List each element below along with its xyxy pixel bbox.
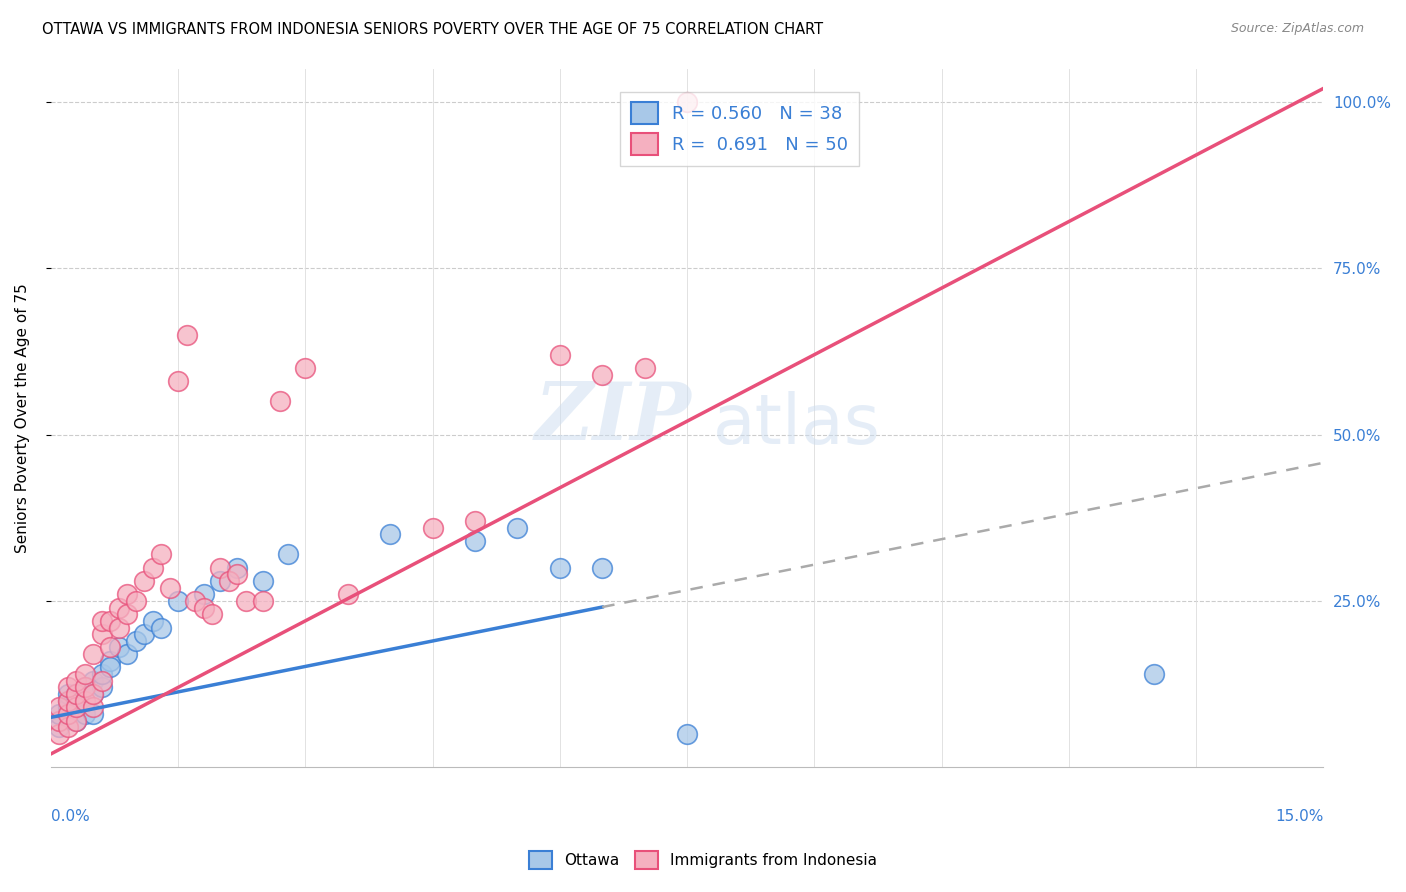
Legend: Ottawa, Immigrants from Indonesia: Ottawa, Immigrants from Indonesia bbox=[523, 845, 883, 875]
Point bbox=[226, 560, 249, 574]
Point bbox=[176, 327, 198, 342]
Point bbox=[56, 694, 79, 708]
Point bbox=[73, 681, 96, 695]
Point bbox=[65, 714, 87, 728]
Point bbox=[56, 681, 79, 695]
Point bbox=[73, 667, 96, 681]
Text: ZIP: ZIP bbox=[534, 379, 692, 457]
Point bbox=[548, 348, 571, 362]
Point bbox=[82, 687, 104, 701]
Text: atlas: atlas bbox=[713, 392, 880, 458]
Point bbox=[193, 600, 215, 615]
Point bbox=[167, 374, 190, 388]
Text: 15.0%: 15.0% bbox=[1275, 809, 1323, 824]
Point bbox=[235, 594, 257, 608]
Point bbox=[98, 654, 121, 668]
Point bbox=[115, 607, 138, 622]
Point bbox=[90, 667, 112, 681]
Point bbox=[378, 527, 401, 541]
Point bbox=[193, 587, 215, 601]
Point bbox=[82, 687, 104, 701]
Point bbox=[73, 706, 96, 721]
Point bbox=[184, 594, 207, 608]
Point bbox=[56, 687, 79, 701]
Point bbox=[90, 673, 112, 688]
Point bbox=[676, 727, 699, 741]
Point bbox=[167, 594, 190, 608]
Point bbox=[124, 633, 146, 648]
Point bbox=[65, 673, 87, 688]
Point bbox=[90, 681, 112, 695]
Point bbox=[107, 620, 129, 634]
Point bbox=[65, 687, 87, 701]
Point bbox=[65, 700, 87, 714]
Point bbox=[82, 673, 104, 688]
Text: Source: ZipAtlas.com: Source: ZipAtlas.com bbox=[1230, 22, 1364, 36]
Point bbox=[98, 614, 121, 628]
Point bbox=[56, 694, 79, 708]
Point bbox=[65, 714, 87, 728]
Point bbox=[124, 594, 146, 608]
Point bbox=[115, 587, 138, 601]
Point bbox=[48, 700, 70, 714]
Point bbox=[134, 627, 156, 641]
Point bbox=[65, 687, 87, 701]
Point bbox=[277, 547, 299, 561]
Point bbox=[269, 394, 291, 409]
Text: OTTAWA VS IMMIGRANTS FROM INDONESIA SENIORS POVERTY OVER THE AGE OF 75 CORRELATI: OTTAWA VS IMMIGRANTS FROM INDONESIA SENI… bbox=[42, 22, 824, 37]
Point bbox=[201, 607, 224, 622]
Point bbox=[336, 587, 359, 601]
Point bbox=[1142, 667, 1164, 681]
Point bbox=[73, 694, 96, 708]
Point bbox=[82, 647, 104, 661]
Point bbox=[591, 560, 613, 574]
Point bbox=[115, 647, 138, 661]
Point bbox=[73, 694, 96, 708]
Point bbox=[226, 567, 249, 582]
Point bbox=[159, 581, 181, 595]
Point bbox=[82, 700, 104, 714]
Point bbox=[65, 700, 87, 714]
Point bbox=[98, 660, 121, 674]
Point bbox=[209, 574, 232, 588]
Point bbox=[56, 700, 79, 714]
Point bbox=[65, 694, 87, 708]
Point bbox=[48, 714, 70, 728]
Point bbox=[150, 620, 173, 634]
Point bbox=[506, 521, 529, 535]
Point bbox=[209, 560, 232, 574]
Legend: R = 0.560   N = 38, R =  0.691   N = 50: R = 0.560 N = 38, R = 0.691 N = 50 bbox=[620, 92, 859, 166]
Point bbox=[82, 706, 104, 721]
Point bbox=[56, 706, 79, 721]
Point bbox=[48, 720, 70, 734]
Point bbox=[134, 574, 156, 588]
Point bbox=[73, 681, 96, 695]
Point bbox=[591, 368, 613, 382]
Point bbox=[107, 600, 129, 615]
Point bbox=[142, 560, 165, 574]
Point bbox=[56, 720, 79, 734]
Point bbox=[252, 574, 274, 588]
Point bbox=[98, 640, 121, 655]
Point bbox=[107, 640, 129, 655]
Point bbox=[464, 534, 486, 549]
Point bbox=[422, 521, 444, 535]
Point bbox=[548, 560, 571, 574]
Point bbox=[90, 627, 112, 641]
Point bbox=[676, 95, 699, 109]
Text: 0.0%: 0.0% bbox=[51, 809, 90, 824]
Point bbox=[90, 614, 112, 628]
Point bbox=[48, 706, 70, 721]
Point bbox=[294, 361, 316, 376]
Point bbox=[150, 547, 173, 561]
Point bbox=[142, 614, 165, 628]
Point bbox=[633, 361, 655, 376]
Point bbox=[218, 574, 240, 588]
Y-axis label: Seniors Poverty Over the Age of 75: Seniors Poverty Over the Age of 75 bbox=[15, 283, 30, 553]
Point bbox=[464, 514, 486, 528]
Point bbox=[48, 727, 70, 741]
Point bbox=[252, 594, 274, 608]
